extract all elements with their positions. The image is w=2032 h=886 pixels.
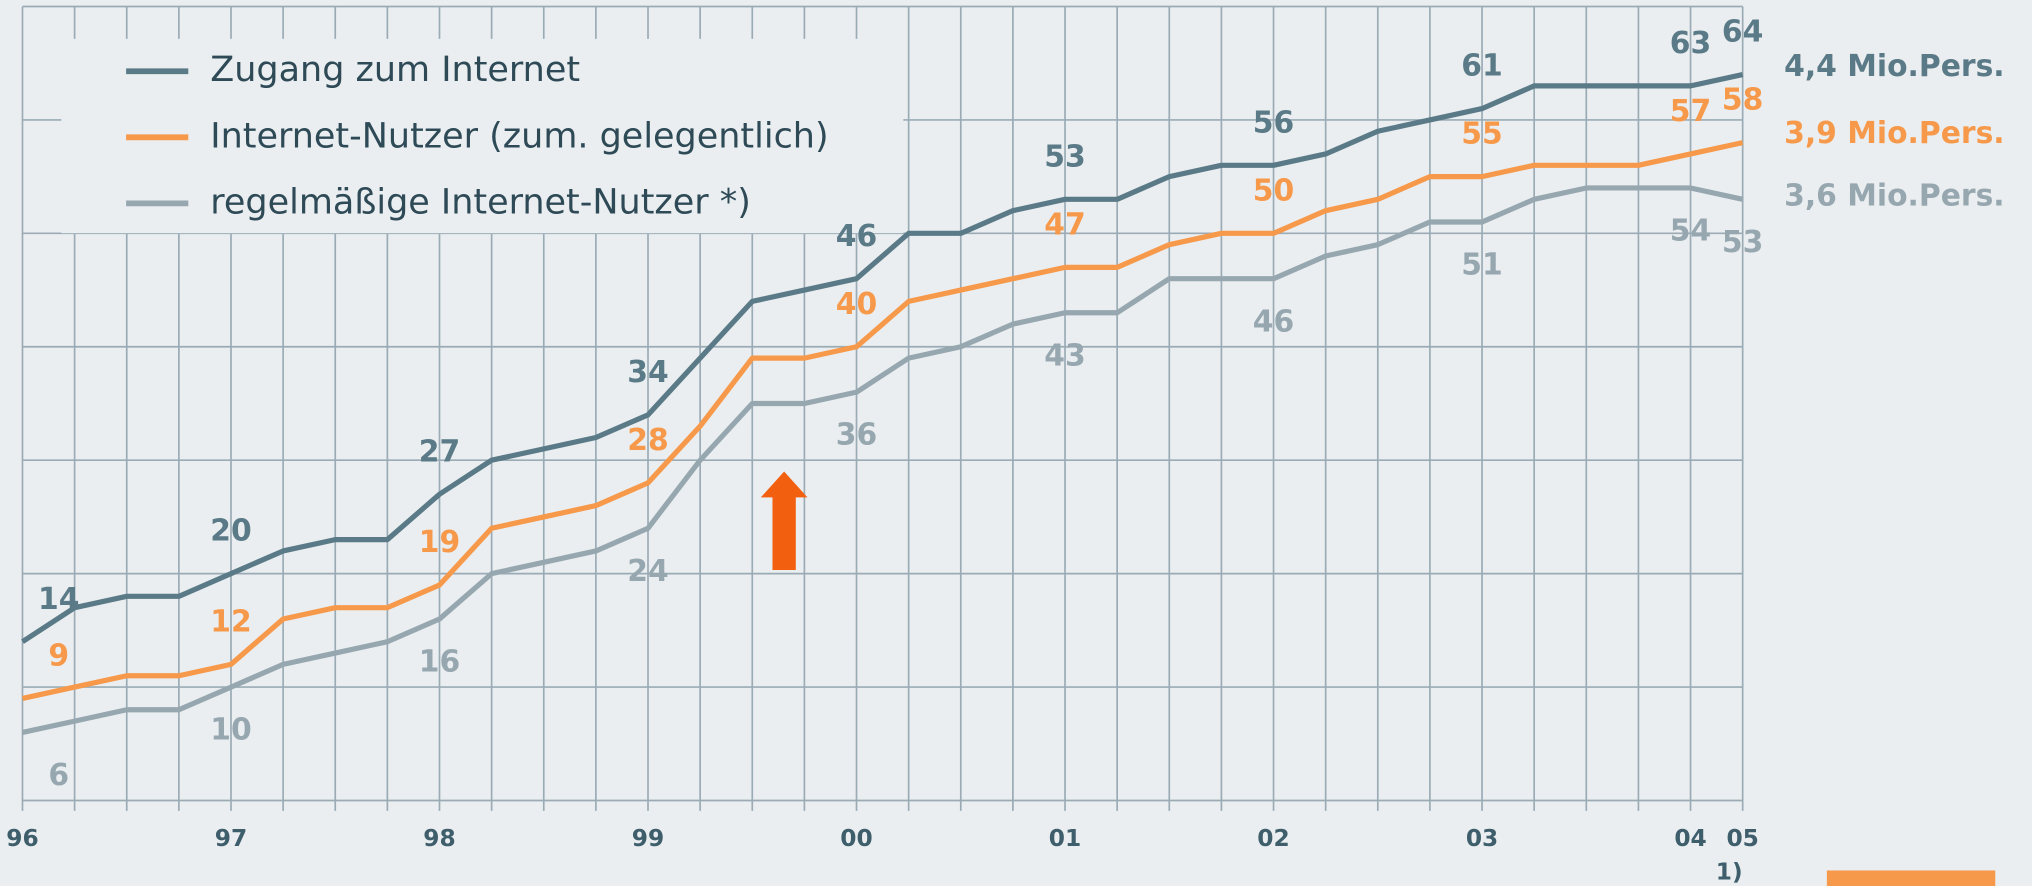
data-label: 40 xyxy=(836,287,877,322)
x-tick-label: 96 xyxy=(6,825,38,852)
data-label: 51 xyxy=(1461,248,1502,283)
data-label: 19 xyxy=(419,525,460,560)
x-tick-label: 02 xyxy=(1257,825,1289,852)
end-label: 3,9 Mio.Pers. xyxy=(1784,116,2005,151)
data-label: 46 xyxy=(836,219,877,254)
data-label: 24 xyxy=(627,554,668,589)
x-tick-label: 00 xyxy=(840,825,872,852)
x-tick-label: 99 xyxy=(632,825,664,852)
x-tick-label: 03 xyxy=(1466,825,1498,852)
data-label: 36 xyxy=(836,418,877,453)
data-label: 56 xyxy=(1253,105,1294,140)
data-label: 27 xyxy=(419,434,460,469)
data-label: 9 xyxy=(48,638,69,673)
data-label: 34 xyxy=(627,355,668,390)
data-label: 50 xyxy=(1253,173,1294,208)
footnote-mark: 1) xyxy=(1716,859,1743,886)
series-line xyxy=(21,72,1744,644)
series-line xyxy=(21,185,1744,735)
data-label: 14 xyxy=(38,582,79,617)
legend-box xyxy=(61,38,904,234)
data-label: 58 xyxy=(1722,83,1763,118)
data-label: 6 xyxy=(48,758,69,793)
corner-bar xyxy=(1826,870,1996,886)
data-label: 43 xyxy=(1044,338,1085,373)
series-line xyxy=(21,140,1744,701)
data-label: 54 xyxy=(1670,214,1711,249)
data-label: 64 xyxy=(1722,15,1763,50)
legend-label: regelmäßige Internet-Nutzer *) xyxy=(210,182,751,222)
x-tick-label: 04 xyxy=(1674,825,1706,852)
data-label: 10 xyxy=(210,713,251,748)
data-label: 57 xyxy=(1670,94,1711,129)
x-tick-label: 05 xyxy=(1726,825,1758,852)
data-label: 61 xyxy=(1461,49,1502,84)
end-label: 4,4 Mio.Pers. xyxy=(1784,49,2005,84)
legend-label: Zugang zum Internet xyxy=(210,50,580,90)
data-label: 53 xyxy=(1722,225,1763,260)
data-label: 16 xyxy=(419,645,460,680)
end-label: 3,6 Mio.Pers. xyxy=(1784,178,2005,213)
data-label: 63 xyxy=(1670,26,1711,61)
x-tick-label: 01 xyxy=(1049,825,1081,852)
data-label: 55 xyxy=(1461,117,1502,152)
legend-label: Internet-Nutzer (zum. gelegentlich) xyxy=(210,116,828,156)
data-label: 20 xyxy=(210,514,251,549)
data-label: 53 xyxy=(1044,139,1085,174)
x-tick-label: 97 xyxy=(215,825,247,852)
data-label: 12 xyxy=(210,604,251,639)
data-label: 47 xyxy=(1044,207,1085,242)
data-label: 28 xyxy=(627,423,668,458)
arrow xyxy=(760,471,808,570)
x-tick-label: 98 xyxy=(423,825,455,852)
data-label: 46 xyxy=(1253,304,1294,339)
